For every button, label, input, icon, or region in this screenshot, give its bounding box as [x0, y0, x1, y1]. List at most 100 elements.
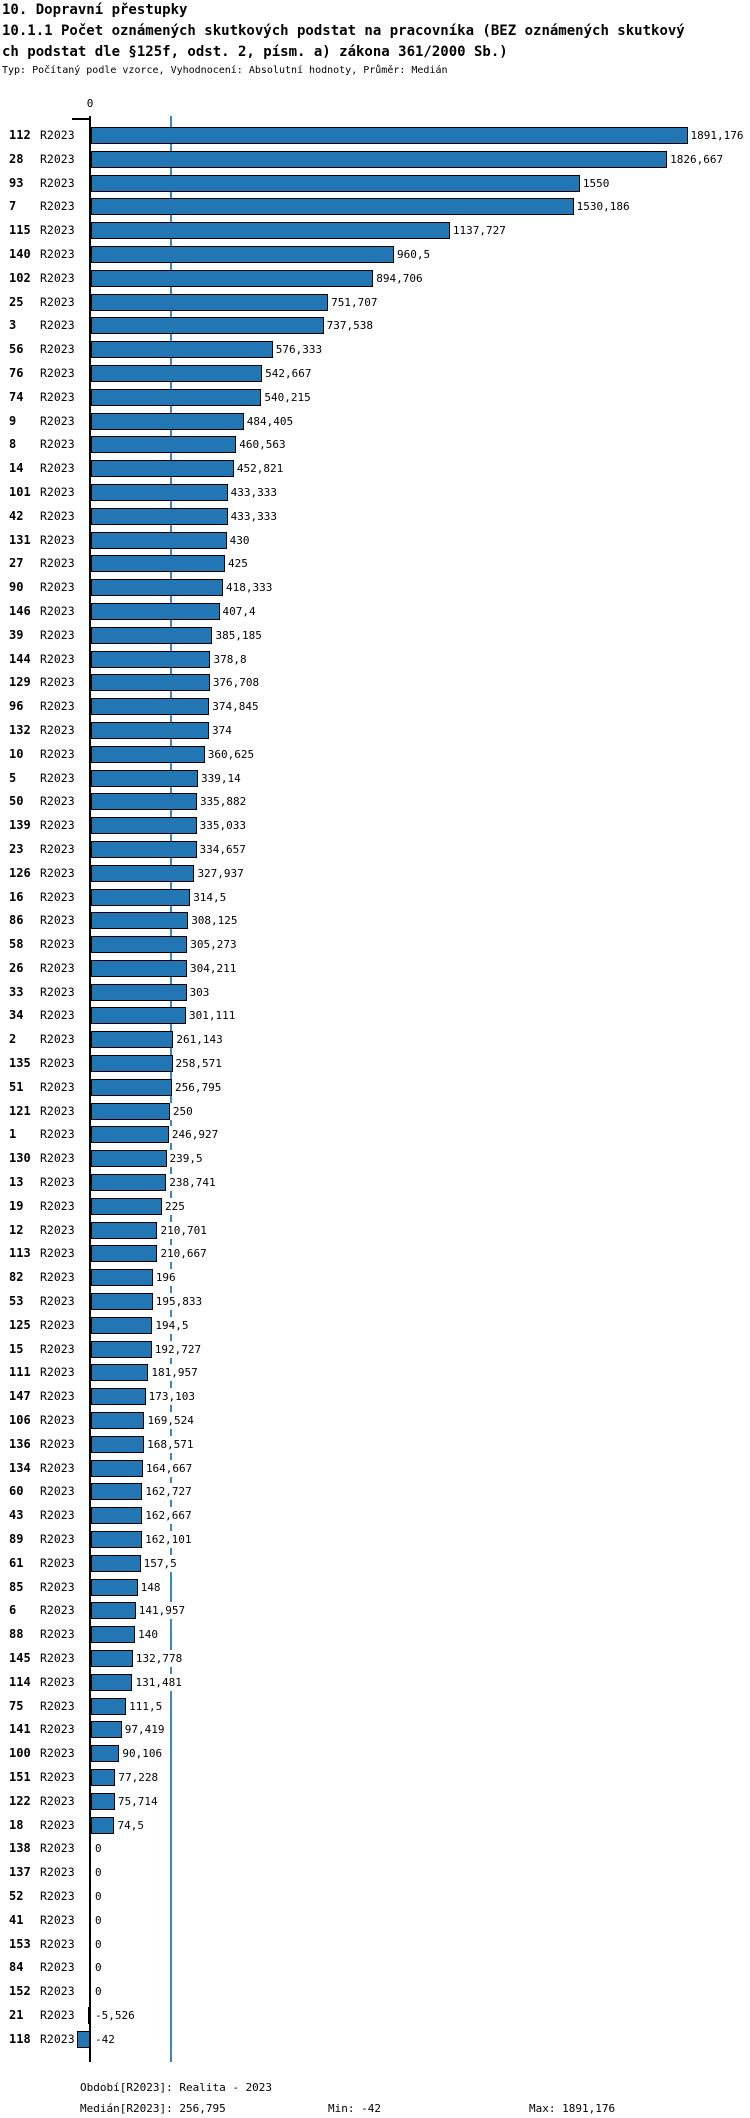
bar: [91, 1626, 136, 1644]
row-period-label: R2023: [40, 1817, 75, 1832]
row-value-label: 225: [161, 1197, 188, 1215]
bar-row: 41 R2023 0: [0, 1911, 750, 1929]
row-period-label: R2023: [40, 1175, 75, 1190]
row-category-label: 144: [9, 651, 31, 666]
row-value-label: 894,706: [373, 269, 426, 287]
row-value-label: 210,667: [157, 1245, 210, 1263]
bar-row: 8 R2023 460,563: [0, 436, 750, 454]
row-category-label: 75: [9, 1698, 24, 1713]
bar-row: 7 R2023 1530,186: [0, 198, 750, 216]
row-category-label: 74: [9, 389, 24, 404]
row-category-label: 52: [9, 1888, 24, 1903]
row-category-label: 7: [9, 199, 17, 214]
row-value-label: 195,833: [152, 1293, 206, 1311]
bar-row: 52 R2023 0: [0, 1887, 750, 1905]
bar-row: 19 R2023 225: [0, 1197, 750, 1215]
row-value-label: 1826,667: [667, 150, 727, 168]
bar-row: 27 R2023 425: [0, 555, 750, 573]
row-value-label: 141,957: [135, 1602, 189, 1620]
row-period-label: R2023: [40, 294, 75, 309]
bar-row: 140 R2023 960,5: [0, 245, 750, 263]
row-period-label: R2023: [40, 699, 75, 714]
bar-row: 121 R2023 250: [0, 1102, 750, 1120]
bar-row: 6 R2023 141,957: [0, 1602, 750, 1620]
bar: [76, 2030, 90, 2048]
bar: [91, 317, 324, 335]
bar: [91, 1578, 138, 1596]
bar: [91, 1697, 127, 1715]
bar: [91, 1031, 174, 1049]
bar: [88, 2006, 91, 2024]
bar: [91, 507, 228, 525]
bar: [91, 127, 688, 144]
row-period-label: R2023: [40, 1698, 75, 1713]
row-category-label: 25: [9, 294, 24, 309]
row-value-label: 132,778: [132, 1650, 186, 1667]
row-category-label: 51: [9, 1079, 24, 1094]
row-value-label: 75,714: [114, 1792, 161, 1810]
bar: [91, 531, 227, 549]
row-category-label: 102: [9, 270, 31, 285]
bar-row: 137 R2023 0: [0, 1864, 750, 1882]
bar: [91, 864, 195, 882]
bar: [91, 959, 187, 977]
row-value-label: 0: [92, 1959, 105, 1977]
row-period-label: R2023: [40, 1865, 75, 1880]
row-category-label: 90: [9, 580, 24, 595]
row-period-label: R2023: [40, 1508, 75, 1523]
bar-row: 152 R2023 0: [0, 1983, 750, 2001]
bar-row: 115 R2023 1137,727: [0, 222, 750, 240]
row-value-label: 162,727: [142, 1483, 195, 1501]
row-value-label: 1891,176: [687, 127, 747, 144]
row-value-label: -42: [92, 2030, 118, 2048]
bar-row: 1 R2023 246,927: [0, 1126, 750, 1144]
row-period-label: R2023: [40, 675, 75, 690]
row-category-label: 113: [9, 1246, 31, 1261]
bar: [91, 483, 228, 501]
row-period-label: R2023: [40, 1769, 75, 1784]
bar-row: 3 R2023 737,538: [0, 317, 750, 335]
bar: [91, 1150, 167, 1168]
footer-period-label: Období[R2023]: Realita - 2023: [80, 2081, 273, 2094]
row-value-label: 261,143: [173, 1031, 226, 1049]
bar: [91, 555, 226, 573]
row-category-label: 6: [9, 1603, 17, 1618]
row-period-label: R2023: [40, 889, 75, 904]
bar: [91, 1007, 186, 1025]
row-period-label: R2023: [40, 1008, 75, 1023]
bar: [91, 269, 374, 287]
row-value-label: 430: [226, 531, 253, 549]
row-category-label: 130: [9, 1151, 31, 1166]
row-category-label: 61: [9, 1555, 24, 1570]
row-value-label: -5,526: [92, 2006, 138, 2024]
row-value-label: 162,101: [142, 1531, 195, 1549]
page-title: 10. Dopravní přestupky: [2, 2, 188, 18]
bar-row: 89 R2023 162,101: [0, 1531, 750, 1549]
row-value-label: 305,273: [187, 936, 240, 954]
bar-row: 106 R2023 169,524: [0, 1412, 750, 1430]
row-period-label: R2023: [40, 1912, 75, 1927]
row-period-label: R2023: [40, 2031, 75, 2046]
bar: [91, 650, 211, 668]
bar-row: 100 R2023 90,106: [0, 1745, 750, 1763]
bar: [91, 1768, 116, 1786]
bar-row: 56 R2023 576,333: [0, 341, 750, 359]
bar-row: 153 R2023 0: [0, 1935, 750, 1953]
bar: [91, 1554, 141, 1572]
row-category-label: 34: [9, 1008, 24, 1023]
bar: [91, 1174, 167, 1192]
row-period-label: R2023: [40, 1532, 75, 1547]
bar: [91, 1245, 158, 1263]
bar: [91, 1816, 115, 1834]
row-category-label: 39: [9, 627, 24, 642]
footer-min-label: Min: -42: [328, 2102, 381, 2115]
bar-row: 84 R2023 0: [0, 1959, 750, 1977]
bar-row: 21 R2023 -5,526: [0, 2006, 750, 2024]
row-period-label: R2023: [40, 199, 75, 214]
row-category-label: 111: [9, 1365, 31, 1380]
bar-row: 53 R2023 195,833: [0, 1293, 750, 1311]
row-category-label: 129: [9, 675, 31, 690]
row-value-label: 192,727: [151, 1340, 205, 1358]
bar: [91, 793, 197, 811]
bar-row: 26 R2023 304,211: [0, 959, 750, 977]
